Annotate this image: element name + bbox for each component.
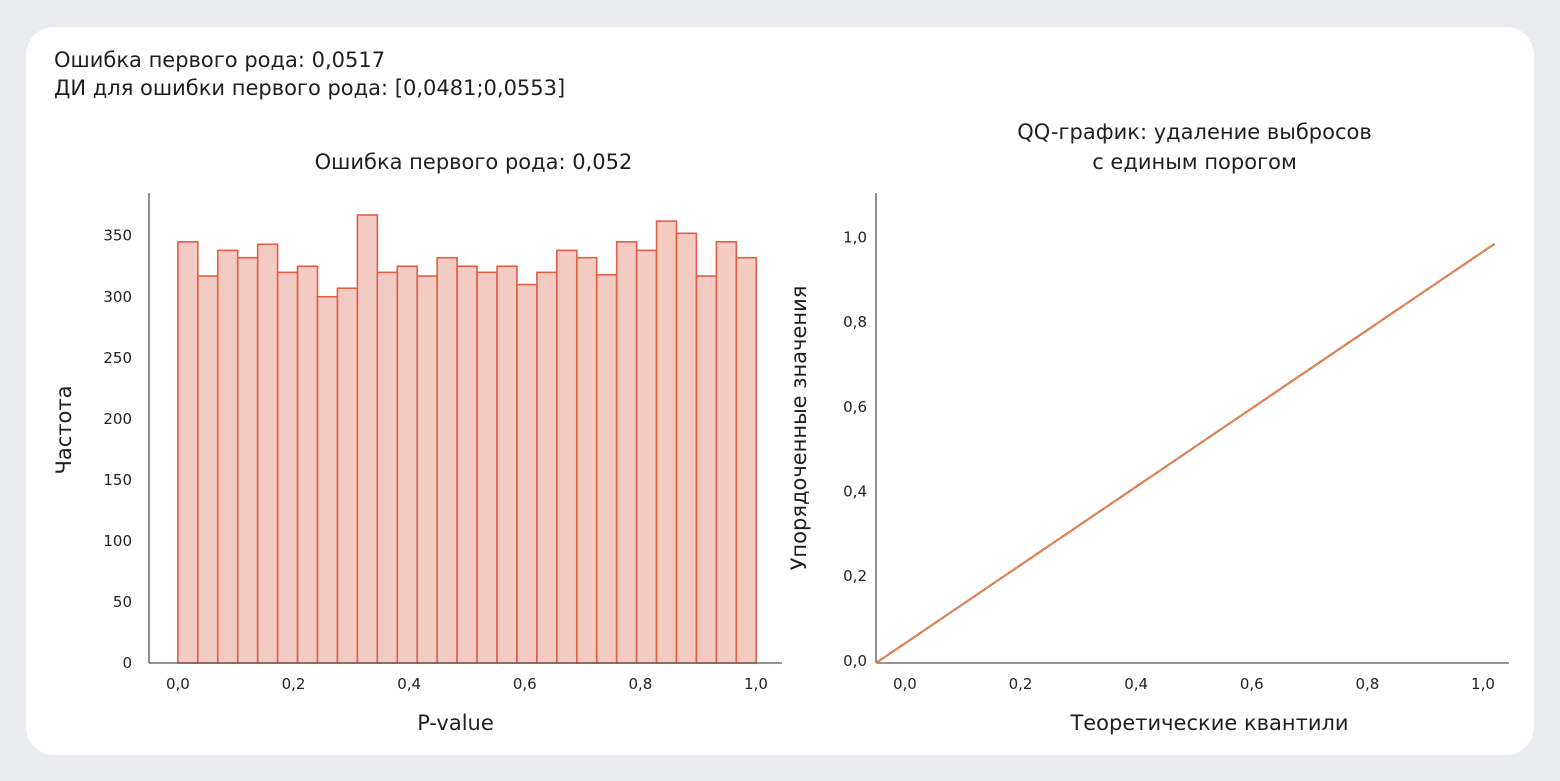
histogram-title: Ошибка первого рода: 0,052 [315,150,633,174]
confidence-interval-summary: ДИ для ошибки первого рода: [0,0481;0,05… [54,76,566,100]
histogram-x-tick-label: 0,4 [397,675,421,693]
histogram-y-tick-label: 250 [103,349,132,367]
histogram-x-tick-label: 0,6 [513,675,537,693]
qq-y-tick-label: 0,8 [843,313,867,331]
histogram-y-tick-label: 0 [122,654,132,672]
qq-title-line: с единым порогом [1092,150,1297,174]
histogram-x-tick-label: 0,2 [282,675,306,693]
histogram-x-tick-label: 0,8 [628,675,652,693]
qq-x-tick-label: 0,8 [1355,675,1379,693]
qq-data-line [875,243,1495,664]
qq-x-tick-label: 0,0 [893,675,917,693]
qq-y-tick-label: 1,0 [843,228,867,246]
qq-y-axis-label: Упорядоченные значения [787,286,811,571]
qq-x-tick-label: 0,6 [1240,675,1264,693]
histogram-y-tick-label: 100 [103,532,132,550]
qq-x-tick-label: 0,2 [1009,675,1033,693]
qq-y-tick-label: 0,2 [843,567,867,585]
summary-block: Ошибка первого рода: 0,0517 ДИ для ошибк… [54,46,565,102]
qq-y-tick-label: 0,4 [843,483,867,501]
qq-y-tick-label: 0,6 [843,398,867,416]
histogram-y-axis-label: Частота [52,386,76,475]
qq-x-tick-label: 1,0 [1471,675,1495,693]
histogram-y-tick-label: 300 [103,288,132,306]
histogram-x-tick-label: 0,0 [166,675,190,693]
qq-x-tick-label: 0,4 [1124,675,1148,693]
histogram-y-tick-label: 200 [103,410,132,428]
qq-x-axis-label: Теоретические квантили [1069,711,1348,735]
histogram-y-tick-label: 50 [113,593,132,611]
histogram-x-tick-label: 1,0 [744,675,768,693]
qq-title-line: QQ-график: удаление выбросов [1017,120,1371,144]
qq-y-tick-label: 0,0 [843,652,867,670]
type1-error-summary: Ошибка первого рода: 0,0517 [54,48,386,72]
histogram-x-axis-label: P-value [417,711,494,735]
histogram-y-tick-label: 350 [103,227,132,245]
histogram-y-tick-label: 150 [103,471,132,489]
